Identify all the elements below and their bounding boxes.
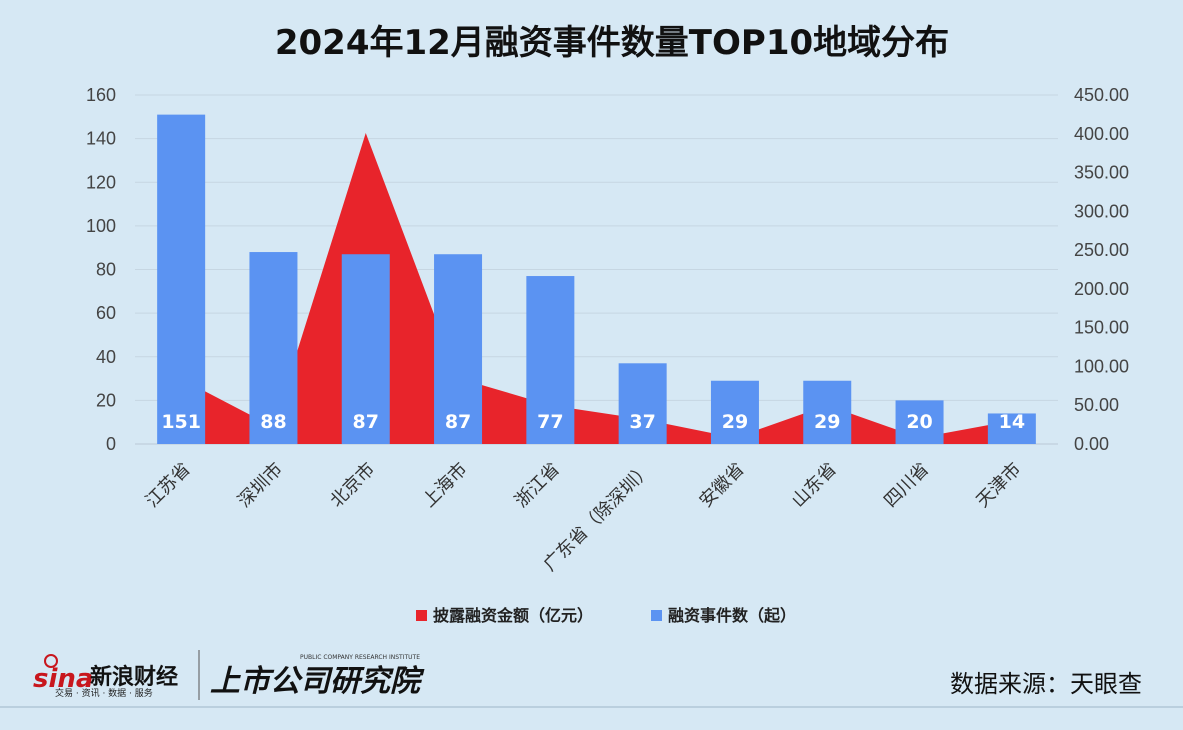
- chart-title: 2024年12月融资事件数量TOP10地域分布: [275, 23, 949, 63]
- legend-swatch-amount: [416, 610, 427, 621]
- sina-wordmark: sina: [33, 664, 93, 694]
- left-axis-tick-label: 40: [96, 347, 116, 367]
- count-bar: [803, 380, 852, 444]
- legend-swatch-count: [651, 610, 662, 621]
- count-bar-label: 77: [537, 411, 563, 433]
- right-axis-tick-label: 0.00: [1074, 434, 1109, 454]
- sina-tagline: 交易 · 资讯 · 数据 · 服务: [55, 687, 153, 699]
- right-axis-tick-label: 400.00: [1074, 124, 1129, 144]
- count-bar: [987, 413, 1036, 444]
- count-bar-label: 88: [260, 411, 286, 433]
- left-axis-tick-label: 20: [96, 390, 116, 410]
- left-axis-tick-label: 120: [86, 172, 116, 192]
- right-axis-tick-label: 450.00: [1074, 85, 1129, 105]
- right-axis-tick-label: 50.00: [1074, 395, 1119, 415]
- category-label: 上海市: [419, 459, 472, 512]
- right-axis-tick-label: 350.00: [1074, 163, 1129, 183]
- count-bar: [710, 380, 759, 444]
- count-bar: [526, 276, 575, 444]
- category-label: 山东省: [788, 459, 841, 512]
- category-label: 安徽省: [695, 459, 748, 512]
- institute-name: 上市公司研究院: [210, 664, 425, 699]
- category-label: 深圳市: [234, 459, 287, 512]
- left-y-axis: 0 20 40 60 80 100 120 140 160: [86, 85, 116, 454]
- category-label: 江苏省: [142, 459, 195, 512]
- bar-data-labels: 151 88 87 87 77 37 29 29 20 14: [161, 411, 1025, 433]
- right-axis-tick-label: 250.00: [1074, 240, 1129, 260]
- count-bar-label: 87: [445, 411, 471, 433]
- right-axis-tick-label: 300.00: [1074, 201, 1129, 221]
- count-bar-label: 151: [161, 411, 201, 433]
- count-bar: [618, 363, 667, 444]
- left-axis-tick-label: 140: [86, 129, 116, 149]
- count-bar-label: 29: [722, 411, 748, 433]
- count-bar-label: 20: [906, 411, 932, 433]
- count-bar: [341, 254, 390, 444]
- amount-area-series: [181, 132, 1012, 444]
- data-source: 数据来源：天眼查: [950, 670, 1142, 698]
- amount-area: [181, 133, 1012, 444]
- count-bar: [157, 114, 206, 444]
- institute-logo: PUBLIC COMPANY RESEARCH INSTITUTE 上市公司研究…: [210, 654, 425, 699]
- institute-english-name: PUBLIC COMPANY RESEARCH INSTITUTE: [300, 654, 420, 661]
- left-axis-tick-label: 160: [86, 85, 116, 105]
- count-bar-label: 29: [814, 411, 840, 433]
- right-axis-tick-label: 200.00: [1074, 279, 1129, 299]
- category-label: 天津市: [972, 459, 1025, 512]
- right-y-axis: 0.00 50.00 100.00 150.00 200.00 250.00 300.00 3…: [1074, 85, 1129, 454]
- right-axis-tick-label: 150.00: [1074, 318, 1129, 338]
- count-bar-label: 14: [999, 411, 1025, 433]
- category-label: 四川省: [880, 459, 933, 512]
- count-bar-label: 87: [353, 411, 379, 433]
- left-axis-tick-label: 0: [106, 434, 116, 454]
- sina-eye-icon: [44, 654, 58, 668]
- count-bar-label: 37: [629, 411, 655, 433]
- right-axis-tick-label: 100.00: [1074, 356, 1129, 376]
- sina-logo: sina 新浪财经 交易 · 资讯 · 数据 · 服务: [33, 654, 178, 699]
- count-bar-series: [157, 114, 1036, 444]
- count-bar: [434, 254, 483, 444]
- left-axis-tick-label: 80: [96, 260, 116, 280]
- count-bar: [249, 252, 298, 444]
- left-axis-tick-label: 100: [86, 216, 116, 236]
- legend: 披露融资金额（亿元） 融资事件数（起）: [416, 606, 796, 625]
- sina-finance-name: 新浪财经: [90, 664, 178, 690]
- category-label: 浙江省: [511, 459, 564, 512]
- left-axis-tick-label: 60: [96, 303, 116, 323]
- legend-label-count: 融资事件数（起）: [668, 606, 796, 625]
- count-bar: [895, 400, 944, 444]
- legend-label-amount: 披露融资金额（亿元）: [433, 606, 593, 625]
- category-label: 北京市: [326, 459, 379, 512]
